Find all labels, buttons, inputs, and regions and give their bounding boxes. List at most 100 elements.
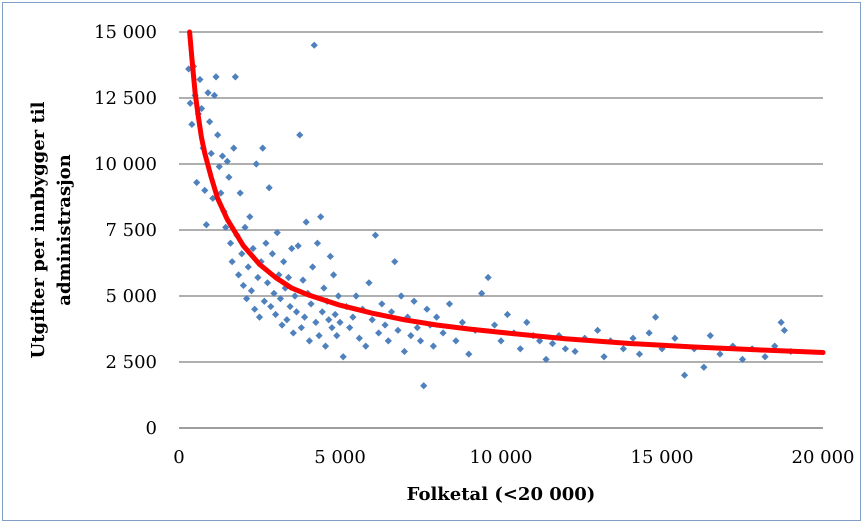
data-point — [439, 329, 446, 336]
data-point — [295, 242, 302, 249]
data-point — [391, 258, 398, 265]
data-point — [446, 300, 453, 307]
data-point — [232, 73, 239, 80]
data-point — [372, 232, 379, 239]
data-point — [248, 287, 255, 294]
data-point — [188, 121, 195, 128]
data-point — [229, 258, 236, 265]
data-point — [293, 308, 300, 315]
data-point — [240, 282, 247, 289]
gridlines — [179, 32, 823, 428]
y-tick-label: 12 500 — [94, 88, 157, 109]
y-tick-label: 7 500 — [105, 220, 157, 241]
data-point — [340, 353, 347, 360]
data-point — [317, 213, 324, 220]
y-tick-label: 15 000 — [94, 22, 157, 43]
data-point — [365, 279, 372, 286]
data-point — [196, 76, 203, 83]
data-point — [523, 319, 530, 326]
data-point — [203, 221, 210, 228]
data-point — [291, 292, 298, 299]
data-point — [375, 329, 382, 336]
data-point — [309, 263, 316, 270]
y-tick-label: 0 — [146, 418, 157, 439]
data-point — [349, 314, 356, 321]
data-point — [571, 348, 578, 355]
data-point — [325, 316, 332, 323]
data-point — [420, 382, 427, 389]
data-point — [414, 324, 421, 331]
data-point — [259, 145, 266, 152]
data-point — [261, 298, 268, 305]
trend-line — [190, 32, 823, 353]
data-point — [306, 337, 313, 344]
data-point — [562, 345, 569, 352]
data-point — [636, 350, 643, 357]
data-point — [401, 348, 408, 355]
data-point — [227, 240, 234, 247]
data-point — [286, 303, 293, 310]
data-point — [681, 372, 688, 379]
data-point — [269, 250, 276, 257]
data-point — [253, 160, 260, 167]
data-point — [212, 73, 219, 80]
data-point — [465, 350, 472, 357]
data-point — [497, 337, 504, 344]
trend-line-group — [190, 32, 823, 353]
y-axis-title-line-1: Utgifter per innbygger til — [28, 101, 49, 358]
data-point — [298, 324, 305, 331]
data-point — [707, 332, 714, 339]
y-axis-title-line-2: administrasjon — [54, 154, 75, 305]
x-tick-label: 10 000 — [470, 447, 533, 468]
data-point — [417, 337, 424, 344]
data-point — [346, 324, 353, 331]
data-point — [328, 324, 335, 331]
data-point — [385, 337, 392, 344]
data-point — [206, 118, 213, 125]
data-point — [267, 303, 274, 310]
data-point — [594, 327, 601, 334]
data-point — [251, 306, 258, 313]
data-point — [311, 42, 318, 49]
data-point — [290, 329, 297, 336]
data-point — [225, 174, 232, 181]
data-point — [319, 308, 326, 315]
data-point — [353, 292, 360, 299]
data-point — [378, 300, 385, 307]
data-point — [394, 327, 401, 334]
data-point — [254, 274, 261, 281]
data-point — [491, 321, 498, 328]
data-point — [333, 332, 340, 339]
data-point — [356, 335, 363, 342]
data-point — [314, 240, 321, 247]
data-point — [517, 345, 524, 352]
data-point — [781, 327, 788, 334]
data-point — [187, 100, 194, 107]
data-point — [398, 292, 405, 299]
data-point — [322, 343, 329, 350]
y-axis-title: Utgifter per innbygger til administrasjo… — [28, 101, 75, 358]
data-point — [201, 187, 208, 194]
data-point — [330, 271, 337, 278]
data-point — [332, 311, 339, 318]
x-axis-title: Folketal (<20 000) — [407, 484, 596, 505]
data-point — [256, 314, 263, 321]
data-point — [407, 332, 414, 339]
data-point — [646, 329, 653, 336]
data-point — [266, 184, 273, 191]
data-point — [336, 319, 343, 326]
data-point — [600, 353, 607, 360]
data-point — [262, 240, 269, 247]
data-point — [504, 311, 511, 318]
data-point — [312, 319, 319, 326]
data-point — [204, 89, 211, 96]
data-point — [452, 337, 459, 344]
data-point — [369, 316, 376, 323]
data-point — [362, 343, 369, 350]
data-point — [307, 300, 314, 307]
tick-labels: 0 2 500 5 000 7 500 10 000 12 500 15 000 0 5 000… — [94, 22, 854, 468]
data-point — [283, 316, 290, 323]
data-point — [423, 306, 430, 313]
data-point — [700, 364, 707, 371]
